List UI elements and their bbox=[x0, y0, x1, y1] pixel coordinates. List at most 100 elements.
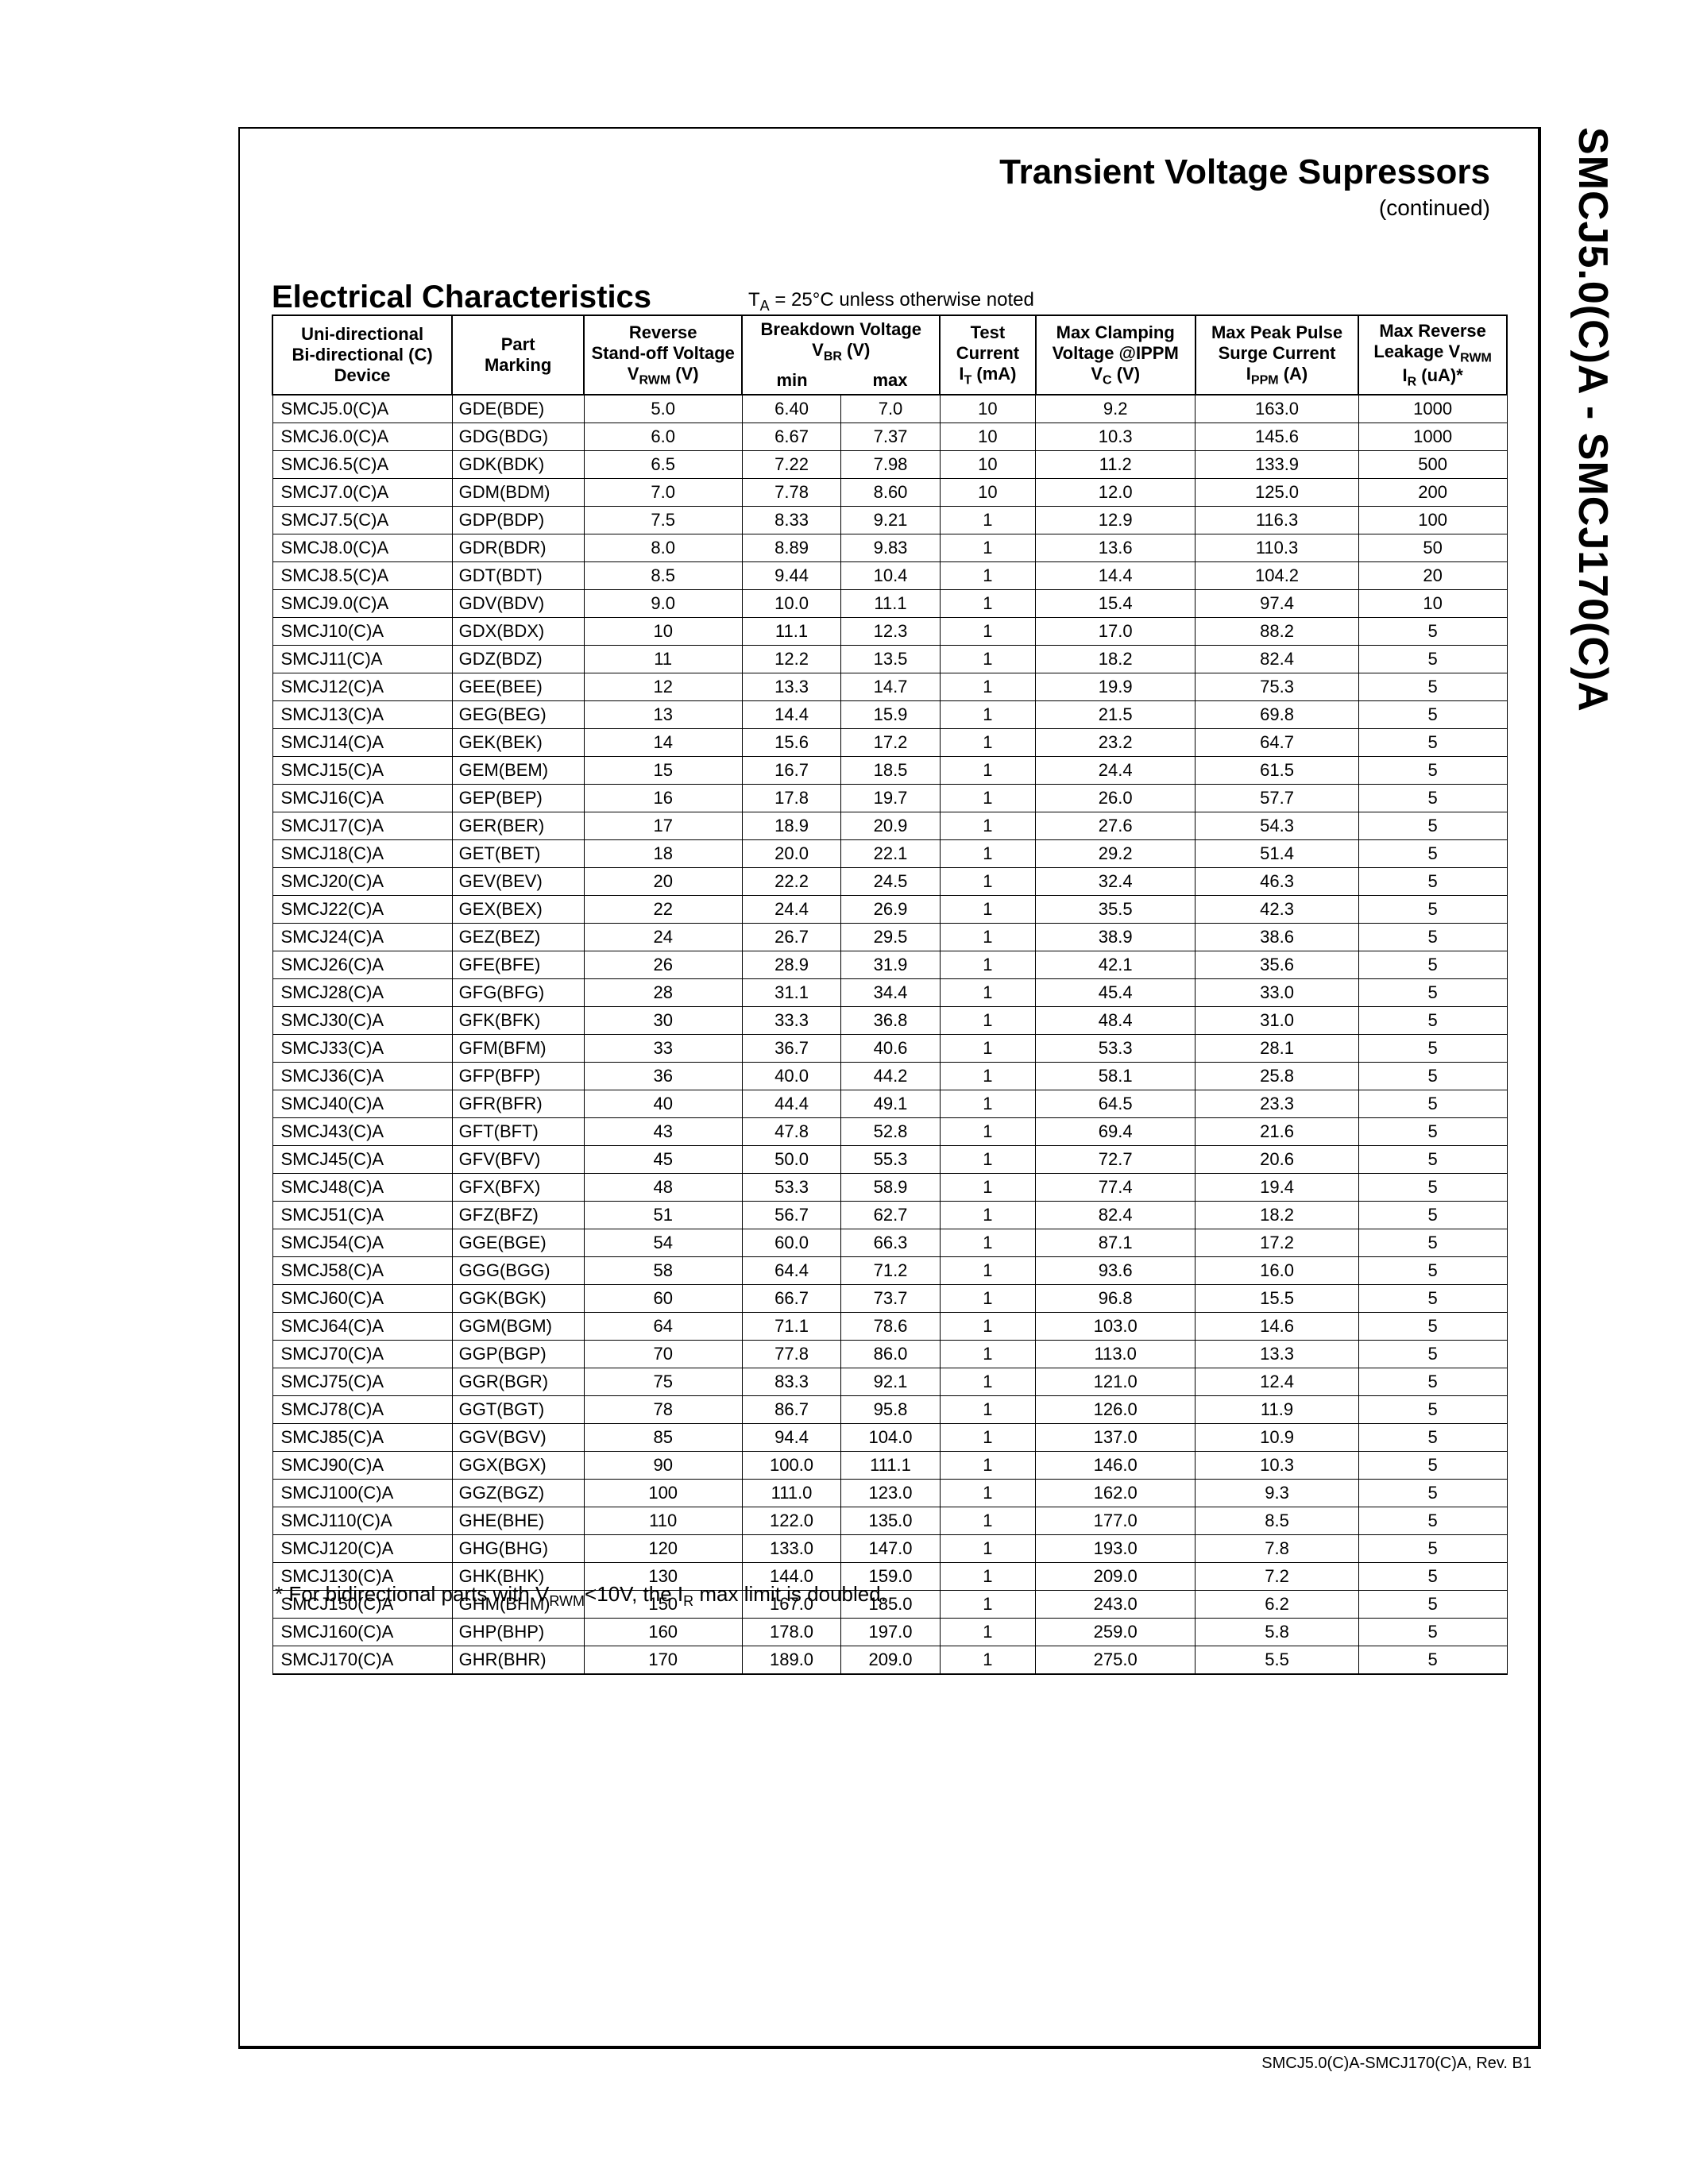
table-cell: 29.2 bbox=[1036, 840, 1196, 868]
hdr-vrwm-l3a: V bbox=[628, 364, 639, 384]
table-cell: SMCJ11(C)A bbox=[272, 646, 452, 673]
table-cell: 5 bbox=[1358, 1146, 1507, 1174]
table-cell: 5 bbox=[1358, 1229, 1507, 1257]
table-cell: 60 bbox=[584, 1285, 742, 1313]
table-cell: 5 bbox=[1358, 1535, 1507, 1563]
table-body: SMCJ5.0(C)AGDE(BDE)5.06.407.0109.2163.01… bbox=[272, 395, 1507, 1674]
table-cell: 13 bbox=[584, 701, 742, 729]
table-cell: 33 bbox=[584, 1035, 742, 1063]
table-cell: 14.7 bbox=[841, 673, 940, 701]
table-cell: 22.1 bbox=[841, 840, 940, 868]
table-row: SMCJ70(C)AGGP(BGP)7077.886.01113.013.35 bbox=[272, 1341, 1507, 1368]
table-cell: 1 bbox=[940, 1090, 1035, 1118]
table-cell: 12.4 bbox=[1196, 1368, 1358, 1396]
table-cell: 110.3 bbox=[1196, 534, 1358, 562]
table-cell: 126.0 bbox=[1036, 1396, 1196, 1424]
hdr-bv-l1: Breakdown Voltage bbox=[761, 319, 922, 339]
hdr-vrwm-l3b: RWM bbox=[639, 373, 670, 387]
table-cell: 42.3 bbox=[1196, 896, 1358, 924]
table-cell: 5 bbox=[1358, 1257, 1507, 1285]
table-cell: 113.0 bbox=[1036, 1341, 1196, 1368]
table-row: SMCJ40(C)AGFR(BFR)4044.449.1164.523.35 bbox=[272, 1090, 1507, 1118]
table-cell: 189.0 bbox=[742, 1646, 840, 1675]
table-row: SMCJ11(C)AGDZ(BDZ)1112.213.5118.282.45 bbox=[272, 646, 1507, 673]
hdr-vrwm-l1: Reverse bbox=[629, 322, 697, 342]
table-row: SMCJ43(C)AGFT(BFT)4347.852.8169.421.65 bbox=[272, 1118, 1507, 1146]
table-cell: GHR(BHR) bbox=[452, 1646, 584, 1675]
table-cell: SMCJ64(C)A bbox=[272, 1313, 452, 1341]
table-cell: 10 bbox=[1358, 590, 1507, 618]
table-cell: 1 bbox=[940, 1591, 1035, 1619]
table-cell: 38.6 bbox=[1196, 924, 1358, 951]
table-cell: 64 bbox=[584, 1313, 742, 1341]
table-cell: 5 bbox=[1358, 1563, 1507, 1591]
table-cell: 95.8 bbox=[841, 1396, 940, 1424]
table-cell: 25.8 bbox=[1196, 1063, 1358, 1090]
table-cell: 72.7 bbox=[1036, 1146, 1196, 1174]
table-cell: 10 bbox=[940, 479, 1035, 507]
footnote-sub2: R bbox=[683, 1593, 693, 1609]
table-cell: 8.60 bbox=[841, 479, 940, 507]
table-cell: GFZ(BFZ) bbox=[452, 1202, 584, 1229]
table-row: SMCJ13(C)AGEG(BEG)1314.415.9121.569.85 bbox=[272, 701, 1507, 729]
table-cell: GGG(BGG) bbox=[452, 1257, 584, 1285]
table-cell: 1 bbox=[940, 673, 1035, 701]
table-cell: SMCJ13(C)A bbox=[272, 701, 452, 729]
table-cell: 5 bbox=[1358, 785, 1507, 812]
table-cell: 36.7 bbox=[742, 1035, 840, 1063]
table-cell: 9.0 bbox=[584, 590, 742, 618]
table-cell: 23.2 bbox=[1036, 729, 1196, 757]
table-cell: 31.1 bbox=[742, 979, 840, 1007]
table-cell: 73.7 bbox=[841, 1285, 940, 1313]
hdr-vc-l3a: V bbox=[1091, 364, 1103, 384]
table-cell: 17.2 bbox=[1196, 1229, 1358, 1257]
table-cell: 5 bbox=[1358, 924, 1507, 951]
table-cell: 5 bbox=[1358, 1591, 1507, 1619]
table-cell: 14.6 bbox=[1196, 1313, 1358, 1341]
table-cell: 44.2 bbox=[841, 1063, 940, 1090]
hdr-ippm-l3c: (A) bbox=[1279, 364, 1308, 384]
table-cell: GEG(BEG) bbox=[452, 701, 584, 729]
table-cell: 1 bbox=[940, 1424, 1035, 1452]
table-cell: GFV(BFV) bbox=[452, 1146, 584, 1174]
table-cell: 10.3 bbox=[1196, 1452, 1358, 1480]
table-cell: 43 bbox=[584, 1118, 742, 1146]
table-cell: 75.3 bbox=[1196, 673, 1358, 701]
hdr-ir-l3b: R bbox=[1408, 376, 1417, 389]
table-cell: 40.6 bbox=[841, 1035, 940, 1063]
table-cell: 100 bbox=[1358, 507, 1507, 534]
table-cell: SMCJ160(C)A bbox=[272, 1619, 452, 1646]
table-cell: 5 bbox=[1358, 1368, 1507, 1396]
table-cell: 21.6 bbox=[1196, 1118, 1358, 1146]
table-cell: 40 bbox=[584, 1090, 742, 1118]
hdr-vc-l3c: (V) bbox=[1112, 364, 1140, 384]
table-cell: 82.4 bbox=[1196, 646, 1358, 673]
table-cell: 40.0 bbox=[742, 1063, 840, 1090]
table-cell: 48 bbox=[584, 1174, 742, 1202]
table-cell: 11 bbox=[584, 646, 742, 673]
table-cell: SMCJ33(C)A bbox=[272, 1035, 452, 1063]
table-row: SMCJ5.0(C)AGDE(BDE)5.06.407.0109.2163.01… bbox=[272, 395, 1507, 423]
table-cell: 209.0 bbox=[841, 1646, 940, 1675]
table-cell: 15.9 bbox=[841, 701, 940, 729]
table-cell: 5 bbox=[1358, 729, 1507, 757]
table-row: SMCJ24(C)AGEZ(BEZ)2426.729.5138.938.65 bbox=[272, 924, 1507, 951]
table-cell: 64.4 bbox=[742, 1257, 840, 1285]
table-cell: 8.5 bbox=[584, 562, 742, 590]
table-cell: 5 bbox=[1358, 896, 1507, 924]
table-cell: 5 bbox=[1358, 1480, 1507, 1507]
table-cell: 123.0 bbox=[841, 1480, 940, 1507]
table-cell: 7.5 bbox=[584, 507, 742, 534]
table-cell: 162.0 bbox=[1036, 1480, 1196, 1507]
table-cell: 35.5 bbox=[1036, 896, 1196, 924]
table-cell: GDM(BDM) bbox=[452, 479, 584, 507]
tc-rest: = 25°C unless otherwise noted bbox=[770, 289, 1034, 311]
table-cell: SMCJ26(C)A bbox=[272, 951, 452, 979]
table-cell: GEV(BEV) bbox=[452, 868, 584, 896]
hdr-it: Test Current IT (mA) bbox=[940, 315, 1035, 395]
hdr-bv-l2c: (V) bbox=[842, 340, 870, 360]
table-row: SMCJ160(C)AGHP(BHP)160178.0197.01259.05.… bbox=[272, 1619, 1507, 1646]
table-cell: 13.6 bbox=[1036, 534, 1196, 562]
table-cell: 61.5 bbox=[1196, 757, 1358, 785]
table-cell: 31.9 bbox=[841, 951, 940, 979]
